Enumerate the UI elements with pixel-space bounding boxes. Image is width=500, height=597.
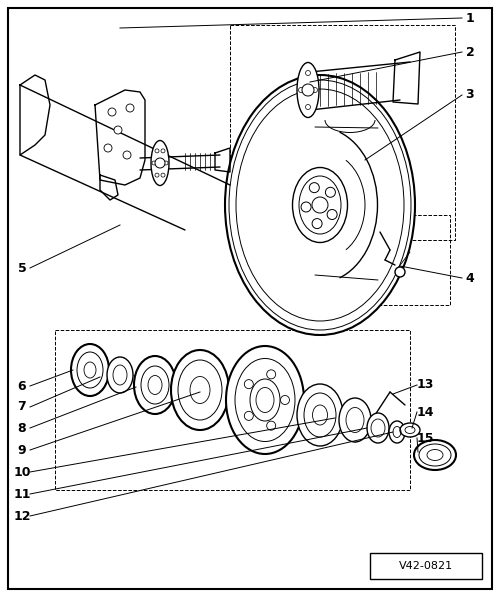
Text: 3: 3: [466, 88, 474, 101]
Text: V42-0821: V42-0821: [399, 561, 453, 571]
Ellipse shape: [164, 161, 168, 165]
Ellipse shape: [306, 104, 310, 109]
Ellipse shape: [161, 173, 165, 177]
Polygon shape: [215, 148, 230, 172]
Text: 8: 8: [18, 421, 26, 435]
Circle shape: [155, 158, 165, 168]
Circle shape: [104, 144, 112, 152]
Ellipse shape: [367, 413, 389, 443]
Ellipse shape: [244, 411, 254, 420]
Ellipse shape: [244, 380, 254, 389]
Circle shape: [395, 267, 405, 277]
Circle shape: [310, 183, 320, 193]
Circle shape: [301, 202, 311, 212]
Ellipse shape: [171, 350, 229, 430]
Text: 14: 14: [416, 405, 434, 418]
Ellipse shape: [297, 63, 319, 118]
Text: 1: 1: [466, 11, 474, 24]
Text: 15: 15: [416, 432, 434, 445]
Text: 12: 12: [13, 509, 31, 522]
Text: 13: 13: [416, 378, 434, 392]
Circle shape: [114, 126, 122, 134]
Ellipse shape: [389, 421, 405, 443]
Text: 7: 7: [18, 401, 26, 414]
Circle shape: [326, 187, 336, 197]
Text: 11: 11: [13, 488, 31, 500]
Ellipse shape: [152, 161, 156, 165]
Text: 9: 9: [18, 444, 26, 457]
Text: 5: 5: [18, 261, 26, 275]
Text: 10: 10: [13, 466, 31, 479]
Ellipse shape: [134, 356, 176, 414]
Text: 2: 2: [466, 45, 474, 59]
Ellipse shape: [297, 384, 343, 446]
Text: 4: 4: [466, 272, 474, 285]
Ellipse shape: [266, 421, 276, 430]
Ellipse shape: [400, 423, 420, 437]
Polygon shape: [95, 90, 145, 185]
Bar: [370, 553, 482, 579]
Circle shape: [312, 219, 322, 229]
Ellipse shape: [155, 149, 159, 153]
Ellipse shape: [161, 149, 165, 153]
Polygon shape: [20, 75, 50, 155]
Bar: [230, 25, 455, 240]
Ellipse shape: [298, 88, 304, 93]
Polygon shape: [393, 52, 420, 104]
Ellipse shape: [414, 440, 456, 470]
Circle shape: [123, 151, 131, 159]
Circle shape: [327, 210, 337, 220]
Circle shape: [126, 104, 134, 112]
Ellipse shape: [280, 395, 289, 405]
Ellipse shape: [292, 168, 348, 242]
Bar: [55, 330, 410, 490]
Ellipse shape: [155, 173, 159, 177]
Ellipse shape: [225, 75, 415, 335]
Polygon shape: [100, 175, 118, 200]
Circle shape: [312, 197, 328, 213]
Ellipse shape: [151, 140, 169, 186]
Ellipse shape: [306, 70, 310, 75]
Ellipse shape: [312, 88, 318, 93]
Ellipse shape: [71, 344, 109, 396]
Circle shape: [302, 84, 314, 96]
Ellipse shape: [339, 398, 371, 442]
Ellipse shape: [266, 370, 276, 379]
Ellipse shape: [226, 346, 304, 454]
Ellipse shape: [250, 379, 280, 421]
Circle shape: [108, 108, 116, 116]
Text: 6: 6: [18, 380, 26, 392]
Ellipse shape: [107, 357, 133, 393]
Bar: [330, 215, 450, 305]
